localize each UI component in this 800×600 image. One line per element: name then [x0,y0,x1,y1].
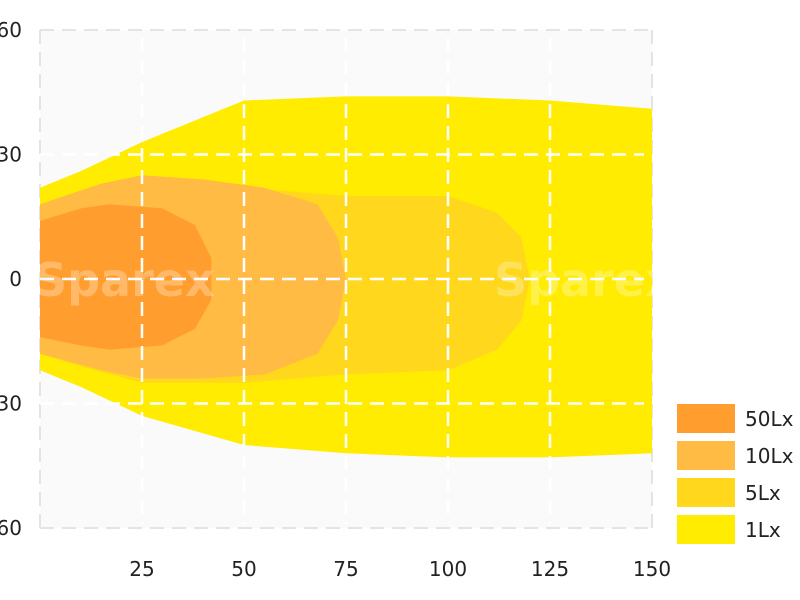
x-tick-label: 75 [333,557,358,581]
y-tick-label: 0 [9,267,22,291]
legend-swatch-1lx [677,515,735,544]
legend-label-50lx: 50Lx [745,407,794,431]
x-tick-label: 25 [129,557,154,581]
legend: 50Lx 10Lx 5Lx 1Lx [677,404,794,544]
watermark-left: Sparex [34,253,215,307]
x-tick-label: 50 [231,557,256,581]
y-tick-label: 60 [0,18,22,42]
y-tick-label: 30 [0,143,22,167]
area-50lx [40,204,212,350]
y-tick-labels: 60 30 0 30 60 [0,18,22,540]
watermark-right: Sparex [494,253,675,307]
grid-lines [40,38,644,524]
x-tick-label: 150 [633,557,671,581]
y-tick-label: 30 [0,392,22,416]
legend-label-5lx: 5Lx [745,481,781,505]
legend-label-1lx: 1Lx [745,518,781,542]
legend-swatch-50lx [677,404,735,433]
watermarks: Sparex Sparex [34,253,675,307]
x-tick-labels: 25 50 75 100 125 150 [129,557,671,581]
legend-swatch-10lx [677,441,735,470]
x-tick-label: 125 [531,557,569,581]
isolux-areas [40,96,652,458]
x-tick-label: 100 [429,557,467,581]
legend-swatch-5lx [677,478,735,507]
y-tick-label: 60 [0,516,22,540]
legend-label-10lx: 10Lx [745,444,794,468]
